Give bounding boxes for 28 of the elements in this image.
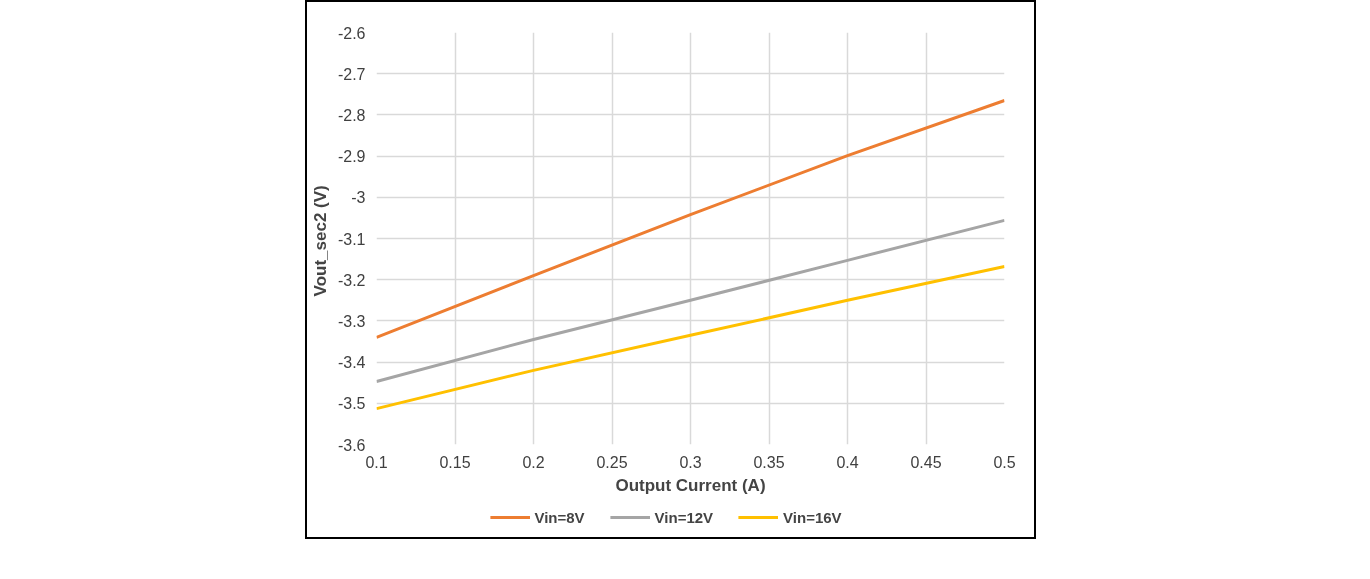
line-series — [376, 218, 1005, 383]
x-tick-label: 0.25 — [596, 453, 628, 471]
y-tick-label: -3.1 — [337, 230, 366, 248]
y-tick-label: -3.4 — [337, 354, 366, 372]
line-series — [376, 98, 1005, 339]
x-tick-label: 0.1 — [365, 453, 388, 471]
x-tick-label: 0.2 — [522, 453, 545, 471]
y-tick-label: -2.6 — [337, 24, 366, 42]
y-tick-label: -2.7 — [337, 65, 366, 83]
y-tick-label: -3.2 — [337, 271, 366, 289]
y-tick-label: -3.3 — [337, 312, 366, 330]
legend-label: Vin=8V — [534, 508, 585, 526]
x-tick-label: 0.4 — [836, 453, 859, 471]
line-series — [376, 265, 1005, 411]
x-tick-label: 0.35 — [753, 453, 785, 471]
y-tick-label: -2.8 — [337, 106, 366, 124]
y-tick-label: -3.5 — [337, 395, 366, 413]
y-tick-label: -2.9 — [337, 148, 366, 166]
legend-label: Vin=16V — [783, 508, 842, 526]
legend-label: Vin=12V — [654, 508, 714, 526]
y-tick-label: -3 — [351, 189, 366, 207]
y-axis-title: Vout_sec2 (V) — [310, 185, 330, 297]
y-tick-label: -3.6 — [337, 436, 366, 454]
x-tick-label: 0.3 — [679, 453, 702, 471]
x-tick-label: 0.45 — [910, 453, 942, 471]
x-tick-label: 0.5 — [993, 453, 1016, 471]
x-axis-title: Output Current (A) — [615, 475, 766, 495]
x-tick-label: 0.15 — [439, 453, 471, 471]
